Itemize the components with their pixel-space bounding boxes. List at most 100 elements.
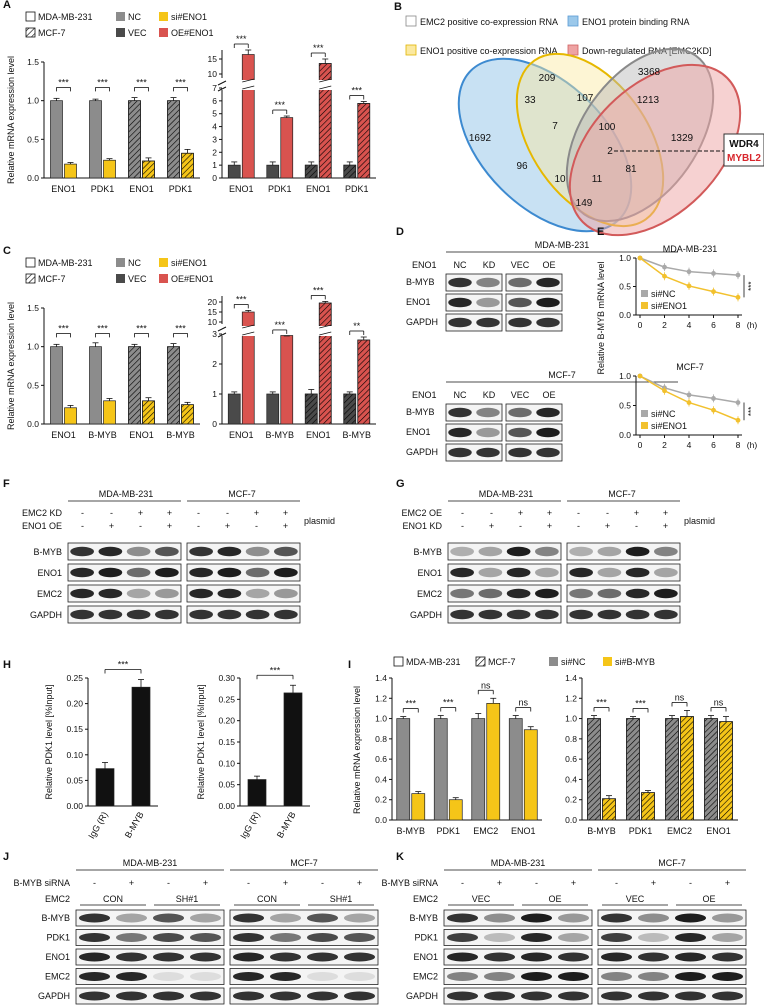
sign-label: - — [81, 508, 84, 518]
blot-f-band — [274, 567, 298, 578]
blot-j-band — [115, 913, 148, 923]
cell-line-label: MCF-7 — [228, 489, 256, 499]
x-tick-label: B-MYB — [587, 826, 616, 836]
sign-label: - — [81, 521, 84, 531]
group-label: CON — [257, 894, 277, 904]
sign-label: - — [93, 878, 96, 888]
blot-f-band — [98, 546, 123, 557]
blot-j-band — [152, 972, 185, 981]
sign-label: - — [461, 508, 464, 518]
bar-nc-hatch — [704, 718, 718, 821]
blot-k-band — [483, 952, 516, 962]
condition-label: OE — [542, 390, 555, 400]
blot-k-membrane — [597, 909, 747, 927]
y-tick-label: 0.25 — [66, 673, 83, 683]
row-label: EMC2 — [417, 589, 442, 599]
blot-d-band — [536, 407, 560, 418]
legend-label: si#ENO1 — [171, 12, 207, 22]
bar-oe-hatch — [357, 339, 371, 425]
panel-letter-d: D — [396, 226, 404, 238]
blot-g-band — [569, 588, 593, 599]
y-tick-label: 0.20 — [218, 716, 235, 726]
group-label: OE — [548, 894, 561, 904]
legend-label: si#NC — [651, 289, 676, 299]
row-label: PDK1 — [46, 933, 70, 943]
y-axis-label: Relative mRNA expression level — [352, 686, 362, 814]
blot-k-band — [446, 913, 479, 923]
condition-row-label: EMC2 OE — [401, 508, 442, 518]
blot-k-band — [711, 913, 744, 923]
sign-label: - — [606, 508, 609, 518]
blot-k-band — [520, 972, 553, 981]
blot-d-band — [476, 277, 500, 288]
x-tick-label: PDK1 — [629, 826, 653, 836]
sig-label: *** — [175, 77, 186, 87]
blot-j-band — [343, 972, 376, 981]
blot-j-band — [306, 991, 339, 1001]
blot-g-band — [654, 567, 678, 578]
cell-line-label: MCF-7 — [548, 370, 576, 380]
row-label: EMC2 — [37, 589, 62, 599]
sign-label: - — [615, 878, 618, 888]
blot-j-band — [152, 991, 185, 1001]
bar-vec-hatch — [304, 164, 318, 179]
blot-f-band — [155, 567, 179, 578]
y-tick-label: 0.05 — [66, 775, 83, 785]
plot-title: MDA-MB-231 — [663, 244, 718, 254]
legend-swatch-oe — [159, 274, 168, 283]
group-label: VEC — [472, 894, 491, 904]
y-axis-label: Relative PDK1 level [%Input] — [44, 684, 54, 799]
y-tick-label: 1.4 — [565, 673, 577, 683]
panel-a: MDA-MB-231 MCF-7 NC VEC si#ENO1 OE#ENO1 0.0 0.5… — [6, 11, 376, 194]
sig-label: *** — [97, 323, 108, 333]
cell-line-label: MDA-MB-231 — [479, 489, 534, 499]
axis-break — [217, 80, 227, 86]
legend-swatch-vec — [116, 28, 125, 37]
y-tick-label: 0.30 — [218, 673, 235, 683]
y-axis-label: Relative mRNA expression level — [6, 56, 16, 184]
panel-letter-b: B — [394, 1, 402, 13]
blot-d-band — [448, 407, 472, 418]
blot-k-band — [637, 913, 670, 923]
sign-label: - — [461, 878, 464, 888]
row-label: B-MYB — [413, 547, 442, 557]
bar-oe-hatch — [357, 103, 371, 179]
blot-j-band — [189, 972, 222, 981]
sign-label: - — [110, 508, 113, 518]
bar-nc — [508, 718, 523, 821]
blot-d-band — [536, 297, 560, 308]
blot-d-band — [508, 317, 532, 328]
y-axis-label: Relative mRNA expression level — [6, 302, 16, 430]
legend-swatch-oe — [159, 28, 168, 37]
sign-label: - — [255, 521, 258, 531]
bar-break — [242, 331, 255, 336]
sign-label: + — [283, 521, 288, 531]
legend-label: si#ENO1 — [171, 258, 207, 268]
legend-swatch-grey — [405, 15, 417, 27]
row-label: ENO1 — [406, 297, 431, 307]
x-tick-label: EMC2 — [667, 826, 692, 836]
blot-k-band — [711, 991, 744, 1001]
cell-line-label: MCF-7 — [290, 858, 318, 868]
bar-si-hatch — [602, 798, 616, 821]
bar-break-gap — [239, 80, 258, 90]
sig-label: ns — [714, 698, 724, 708]
y-tick-label: 3 — [212, 134, 217, 144]
row-label: ENO1 — [406, 427, 431, 437]
sig-label: ** — [353, 321, 361, 331]
condition-label: VEC — [511, 260, 530, 270]
blot-k-band — [637, 933, 670, 942]
x-tick-label: ENO1 — [306, 184, 331, 194]
blot-d-band — [508, 277, 532, 288]
y-tick-label: 0.25 — [218, 694, 235, 704]
legend-label: si#ENO1 — [651, 301, 687, 311]
blot-k-band — [446, 952, 479, 962]
blot-k-band — [446, 991, 479, 1001]
y-tick-label: 5 — [212, 109, 217, 119]
bar-si — [103, 159, 116, 179]
blot-k-band — [711, 933, 744, 942]
venn-count: 11 — [592, 174, 603, 185]
venn-count: 3368 — [638, 67, 661, 78]
blot-g-band — [625, 609, 650, 620]
panel-i: MDA-MB-231 MCF-7 si#NC si#B-MYB Relative mRN… — [352, 656, 738, 836]
